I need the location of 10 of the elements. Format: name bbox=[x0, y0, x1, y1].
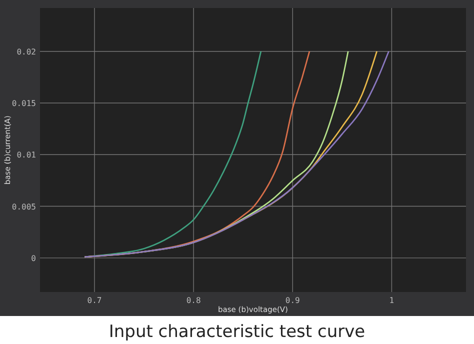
x-tick-label: 0.8 bbox=[186, 296, 201, 305]
y-tick-label: 0.02 bbox=[16, 47, 36, 56]
y-tick-label: 0.01 bbox=[16, 150, 36, 160]
text: Input characteristic test curve bbox=[108, 322, 366, 342]
x-tick-label: 0.9 bbox=[285, 296, 300, 305]
y-tick-label: 0.005 bbox=[12, 202, 36, 212]
y-tick-label: 0.015 bbox=[12, 99, 36, 108]
x-tick-label: 0.7 bbox=[87, 296, 102, 305]
x-tick-label: 1 bbox=[389, 296, 394, 305]
y-tick-label: 0 bbox=[31, 254, 36, 263]
